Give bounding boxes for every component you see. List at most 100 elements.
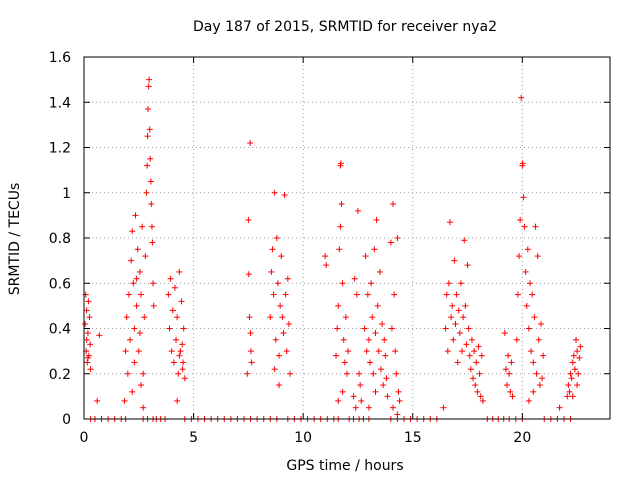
y-tick-label: 1.6 xyxy=(49,50,71,66)
data-point xyxy=(148,201,155,208)
data-point xyxy=(372,330,379,337)
data-point xyxy=(454,359,461,366)
data-point xyxy=(373,216,380,223)
data-point xyxy=(539,375,546,382)
data-point xyxy=(556,404,563,411)
data-point xyxy=(178,298,185,305)
data-point xyxy=(344,370,350,377)
data-point xyxy=(353,291,360,298)
data-point xyxy=(520,194,527,201)
data-point xyxy=(145,83,152,90)
data-point xyxy=(85,298,92,305)
data-point xyxy=(147,178,154,185)
data-point xyxy=(245,216,252,223)
data-point xyxy=(375,348,382,355)
data-point xyxy=(278,253,285,260)
data-point xyxy=(448,314,455,321)
data-point xyxy=(180,325,187,332)
data-point xyxy=(273,235,280,241)
data-point xyxy=(462,302,469,309)
data-point xyxy=(443,291,450,298)
data-point xyxy=(466,352,473,359)
data-point xyxy=(363,348,370,355)
data-point xyxy=(364,291,371,298)
data-point xyxy=(144,133,151,140)
data-point xyxy=(140,404,147,411)
data-point xyxy=(570,352,577,359)
data-point xyxy=(450,336,457,343)
data-point xyxy=(148,223,155,230)
data-point xyxy=(516,253,523,260)
data-point xyxy=(507,388,514,395)
data-point xyxy=(271,189,278,196)
data-point xyxy=(505,352,512,359)
data-point xyxy=(357,382,364,389)
data-point xyxy=(82,320,89,327)
axis-ticks xyxy=(83,56,610,420)
data-point xyxy=(180,359,187,366)
data-point xyxy=(124,370,131,377)
data-point xyxy=(444,348,451,355)
data-point xyxy=(337,160,344,167)
data-point xyxy=(393,370,400,377)
data-point xyxy=(87,366,94,373)
data-point xyxy=(368,280,375,287)
data-point xyxy=(388,325,395,332)
data-point xyxy=(523,302,530,309)
data-point xyxy=(274,280,281,287)
x-axis-label: GPS time / hours xyxy=(286,458,403,474)
data-point xyxy=(132,212,139,219)
data-point xyxy=(128,257,135,264)
data-point xyxy=(479,397,486,404)
y-tick-label: 0.6 xyxy=(49,276,71,292)
data-point xyxy=(384,393,391,400)
plot-frame xyxy=(83,56,611,420)
y-tick-label: 0.2 xyxy=(49,367,71,383)
data-point xyxy=(535,336,542,343)
data-point xyxy=(529,291,536,298)
y-tick-labels: 0 0.2 0.4 0.6 0.8 1 1.2 1.4 1.6 xyxy=(49,50,71,428)
data-point xyxy=(528,348,535,355)
data-point xyxy=(472,382,479,389)
data-point xyxy=(567,370,574,377)
data-point xyxy=(571,366,578,373)
data-point xyxy=(131,325,138,332)
data-point xyxy=(94,397,101,404)
data-point xyxy=(387,239,394,246)
data-point xyxy=(87,341,94,348)
data-point xyxy=(276,352,283,359)
data-point xyxy=(533,370,540,377)
x-tick-label: 0 xyxy=(80,430,89,446)
data-point xyxy=(267,314,274,321)
data-point xyxy=(281,192,288,199)
data-point xyxy=(449,302,456,309)
data-point xyxy=(284,275,291,282)
data-point xyxy=(365,336,372,343)
data-point xyxy=(392,348,399,355)
data-point xyxy=(323,262,330,269)
data-point xyxy=(530,359,537,366)
data-point xyxy=(519,160,526,167)
data-point xyxy=(501,330,508,337)
data-point xyxy=(455,307,462,314)
data-point xyxy=(181,375,188,382)
data-point xyxy=(131,359,138,366)
data-point xyxy=(247,330,254,337)
data-point xyxy=(143,189,150,196)
y-tick-label: 1 xyxy=(62,186,71,202)
data-point xyxy=(531,314,538,321)
data-point xyxy=(502,366,509,373)
data-point xyxy=(168,348,175,355)
data-point xyxy=(174,397,181,404)
data-point xyxy=(465,325,472,332)
data-point xyxy=(518,94,525,101)
data-point xyxy=(84,359,91,366)
data-point xyxy=(171,284,178,291)
data-point xyxy=(574,348,581,355)
data-point xyxy=(333,352,340,359)
data-point xyxy=(442,325,449,332)
data-point xyxy=(123,314,130,321)
data-point xyxy=(577,343,584,350)
data-point xyxy=(506,370,513,377)
data-point xyxy=(447,219,454,226)
